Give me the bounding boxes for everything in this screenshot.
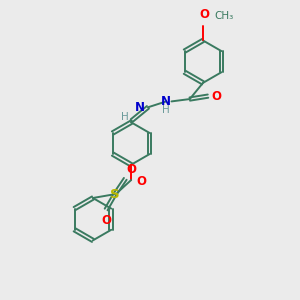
Text: O: O [199,8,209,21]
Text: O: O [127,163,137,176]
Text: N: N [134,101,144,114]
Text: N: N [161,95,171,108]
Text: H: H [162,105,170,115]
Text: H: H [122,112,129,122]
Text: O: O [211,90,221,103]
Text: S: S [110,188,120,201]
Text: CH₃: CH₃ [214,11,233,21]
Text: O: O [101,214,111,227]
Text: O: O [136,175,146,188]
